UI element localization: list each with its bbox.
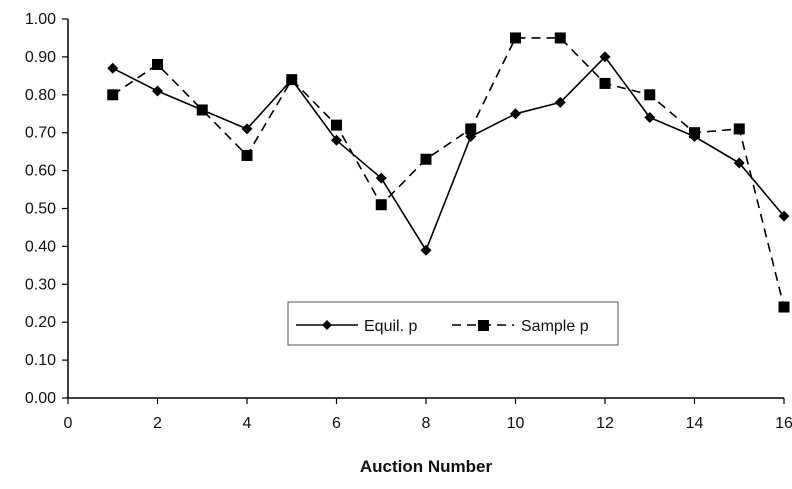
data-point-sample-p (778, 301, 790, 313)
data-point-equil-p (107, 62, 119, 74)
data-point-equil-p (420, 244, 432, 256)
data-point-sample-p (465, 123, 477, 135)
x-tick-label: 6 (332, 415, 341, 432)
data-point-equil-p (778, 210, 790, 222)
y-tick-label: 0.20 (25, 314, 56, 331)
x-tick-label: 8 (422, 415, 431, 432)
y-tick-label: 0.90 (25, 49, 56, 66)
chart-legend: Equil. p Sample p (287, 301, 619, 346)
y-tick-label: 0.50 (25, 201, 56, 218)
y-tick-label: 0.10 (25, 352, 56, 369)
data-point-sample-p (689, 127, 700, 139)
data-point-sample-p (375, 199, 387, 211)
data-point-equil-p (554, 96, 566, 108)
y-tick-label: 0.30 (25, 276, 56, 293)
data-point-sample-p (733, 123, 745, 135)
legend-marker-equil-p (322, 320, 332, 330)
y-tick-label: 0.40 (25, 238, 56, 255)
x-axis-ticks: 0 2 4 6 8 10 12 14 16 (64, 398, 792, 432)
x-tick-label: 16 (775, 415, 792, 432)
x-tick-label: 2 (153, 415, 162, 432)
data-point-equil-p (599, 51, 611, 63)
data-point-sample-p (644, 89, 656, 101)
legend-label-sample-p: Sample p (521, 318, 589, 335)
y-tick-label: 0.80 (25, 87, 56, 104)
data-point-equil-p (241, 123, 253, 135)
data-point-sample-p (599, 77, 611, 89)
y-tick-label: 1.00 (25, 11, 56, 28)
data-point-equil-p (733, 157, 745, 169)
series-line-sample-p (112, 37, 785, 308)
data-point-sample-p (152, 58, 163, 70)
data-point-equil-p (152, 85, 163, 97)
x-axis-title: Auction Number (360, 457, 493, 476)
legend-label-equil-p: Equil. p (364, 318, 417, 335)
legend-box (287, 301, 619, 346)
data-point-sample-p (107, 89, 119, 101)
data-point-sample-p (554, 32, 566, 44)
data-point-sample-p (286, 74, 298, 86)
legend-marker-sample-p (478, 320, 489, 331)
data-point-equil-p (331, 134, 342, 146)
data-point-sample-p (241, 149, 253, 161)
data-point-equil-p (510, 108, 521, 120)
chart-series (107, 32, 790, 313)
data-point-sample-p (510, 32, 521, 44)
x-tick-label: 4 (243, 415, 252, 432)
data-point-sample-p (331, 119, 342, 131)
x-tick-label: 0 (64, 415, 73, 432)
data-point-sample-p (420, 153, 432, 165)
y-tick-label: 0.60 (25, 163, 56, 180)
series-line-equil-p (112, 56, 785, 251)
data-point-equil-p (375, 172, 387, 184)
y-tick-label: 0.70 (25, 125, 56, 142)
x-tick-label: 14 (686, 415, 704, 432)
x-tick-label: 12 (596, 415, 614, 432)
y-tick-label: 0.00 (25, 390, 56, 407)
x-tick-label: 10 (507, 415, 525, 432)
data-point-sample-p (196, 104, 208, 116)
data-point-equil-p (644, 112, 656, 124)
y-axis-ticks: 0.00 0.10 0.20 0.30 0.40 0.50 0.60 0.70 0.80 0.90… (25, 11, 68, 407)
